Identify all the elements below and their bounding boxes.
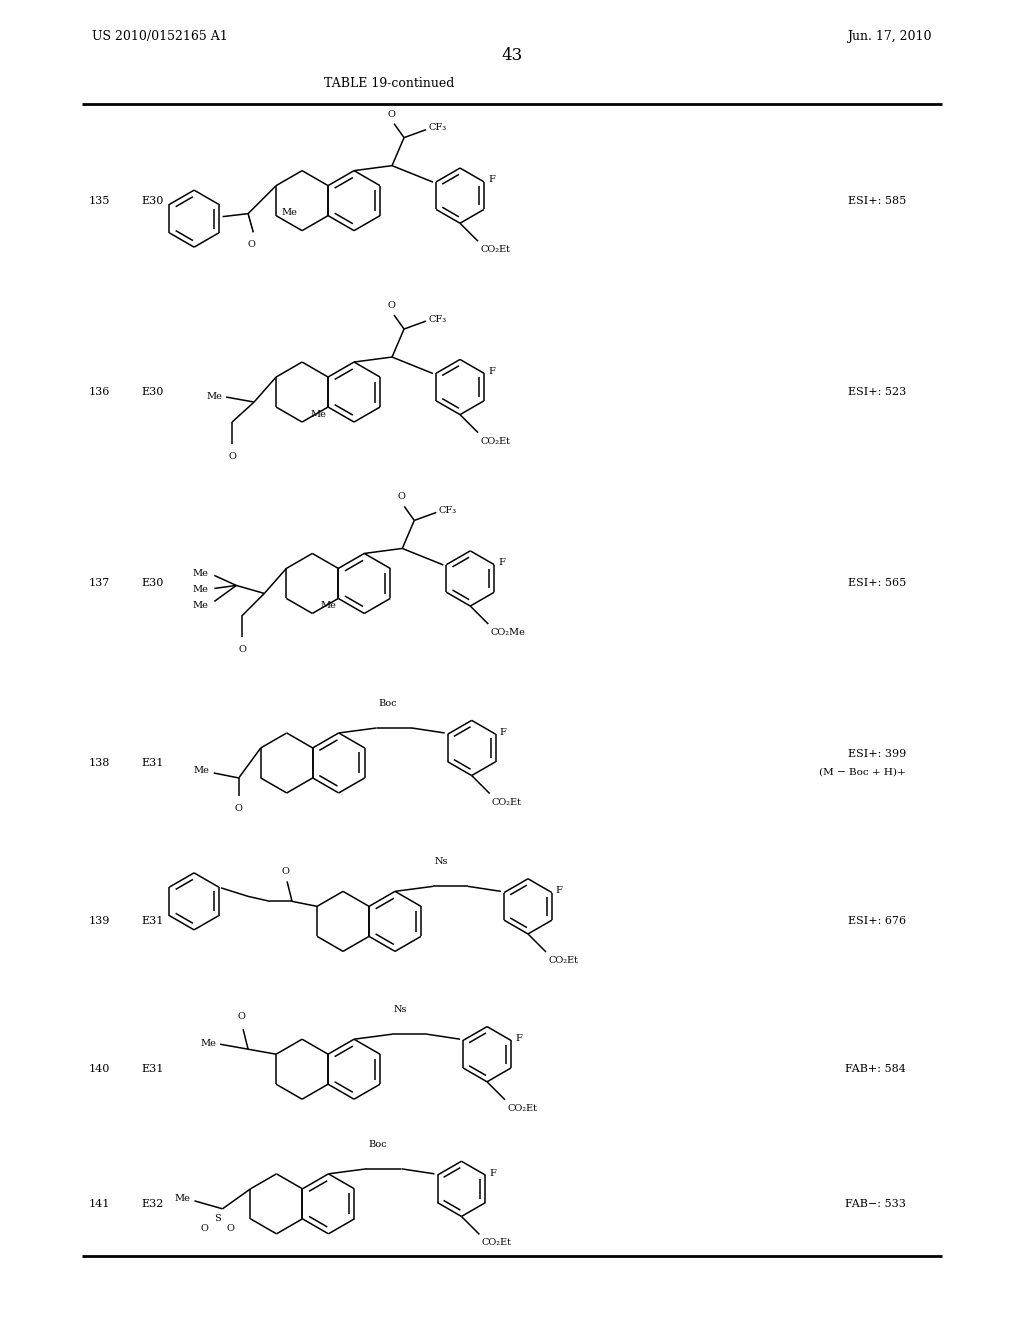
Text: ESI+: 565: ESI+: 565 — [848, 578, 906, 589]
Text: O: O — [239, 645, 247, 655]
Text: CO₂Et: CO₂Et — [481, 1238, 511, 1247]
Text: Me: Me — [193, 569, 208, 578]
Text: ESI+: 585: ESI+: 585 — [848, 195, 906, 206]
Text: CO₂Et: CO₂Et — [548, 956, 578, 965]
Text: E30: E30 — [141, 578, 164, 589]
Text: 140: 140 — [89, 1064, 111, 1074]
Text: 137: 137 — [89, 578, 111, 589]
Text: E32: E32 — [141, 1199, 164, 1209]
Text: E31: E31 — [141, 916, 164, 927]
Text: 139: 139 — [89, 916, 111, 927]
Text: Me: Me — [193, 585, 208, 594]
Text: Boc: Boc — [369, 1140, 387, 1148]
Text: F: F — [500, 727, 507, 737]
Text: ESI+: 676: ESI+: 676 — [848, 916, 906, 927]
Text: F: F — [488, 176, 495, 185]
Text: Ns: Ns — [394, 1006, 408, 1014]
Text: Me: Me — [282, 207, 297, 216]
Text: CF₃: CF₃ — [438, 506, 457, 515]
Text: ESI+: 399: ESI+: 399 — [848, 748, 906, 759]
Text: F: F — [489, 1168, 497, 1177]
Text: CF₃: CF₃ — [428, 123, 446, 132]
Text: Me: Me — [310, 411, 326, 418]
Text: O: O — [397, 492, 406, 502]
Text: E30: E30 — [141, 387, 164, 397]
Text: CO₂Et: CO₂Et — [507, 1104, 537, 1113]
Text: TABLE 19-continued: TABLE 19-continued — [324, 77, 455, 90]
Text: (M − Boc + H)+: (M − Boc + H)+ — [819, 767, 906, 776]
Text: O: O — [226, 1225, 234, 1233]
Text: ESI+: 523: ESI+: 523 — [848, 387, 906, 397]
Text: US 2010/0152165 A1: US 2010/0152165 A1 — [92, 30, 228, 44]
Text: Boc: Boc — [379, 700, 397, 708]
Text: O: O — [282, 867, 289, 876]
Text: F: F — [515, 1034, 522, 1043]
Text: 135: 135 — [89, 195, 111, 206]
Text: Me: Me — [193, 601, 208, 610]
Text: E31: E31 — [141, 1064, 164, 1074]
Text: O: O — [387, 110, 395, 119]
Text: Me: Me — [321, 602, 336, 610]
Text: F: F — [499, 558, 505, 568]
Text: S: S — [214, 1214, 221, 1224]
Text: Me: Me — [175, 1195, 190, 1204]
Text: Ns: Ns — [435, 858, 449, 866]
Text: F: F — [556, 886, 563, 895]
Text: E30: E30 — [141, 195, 164, 206]
Text: CO₂Et: CO₂Et — [492, 797, 521, 807]
Text: F: F — [488, 367, 495, 376]
Text: O: O — [247, 240, 255, 248]
Text: O: O — [201, 1225, 209, 1233]
Text: FAB+: 584: FAB+: 584 — [846, 1064, 906, 1074]
Text: O: O — [387, 301, 395, 310]
Text: O: O — [238, 1012, 245, 1022]
Text: 138: 138 — [89, 758, 111, 768]
Text: CO₂Et: CO₂Et — [480, 437, 510, 446]
Text: CO₂Me: CO₂Me — [490, 628, 525, 638]
Text: CF₃: CF₃ — [428, 314, 446, 323]
Text: Me: Me — [201, 1039, 216, 1048]
Text: 141: 141 — [89, 1199, 111, 1209]
Text: 43: 43 — [502, 48, 522, 63]
Text: O: O — [228, 451, 237, 461]
Text: Me: Me — [206, 392, 222, 400]
Text: 136: 136 — [89, 387, 111, 397]
Text: Jun. 17, 2010: Jun. 17, 2010 — [847, 30, 932, 44]
Text: Me: Me — [194, 767, 210, 775]
Text: FAB−: 533: FAB−: 533 — [846, 1199, 906, 1209]
Text: O: O — [234, 804, 243, 813]
Text: E31: E31 — [141, 758, 164, 768]
Text: CO₂Et: CO₂Et — [480, 246, 510, 255]
